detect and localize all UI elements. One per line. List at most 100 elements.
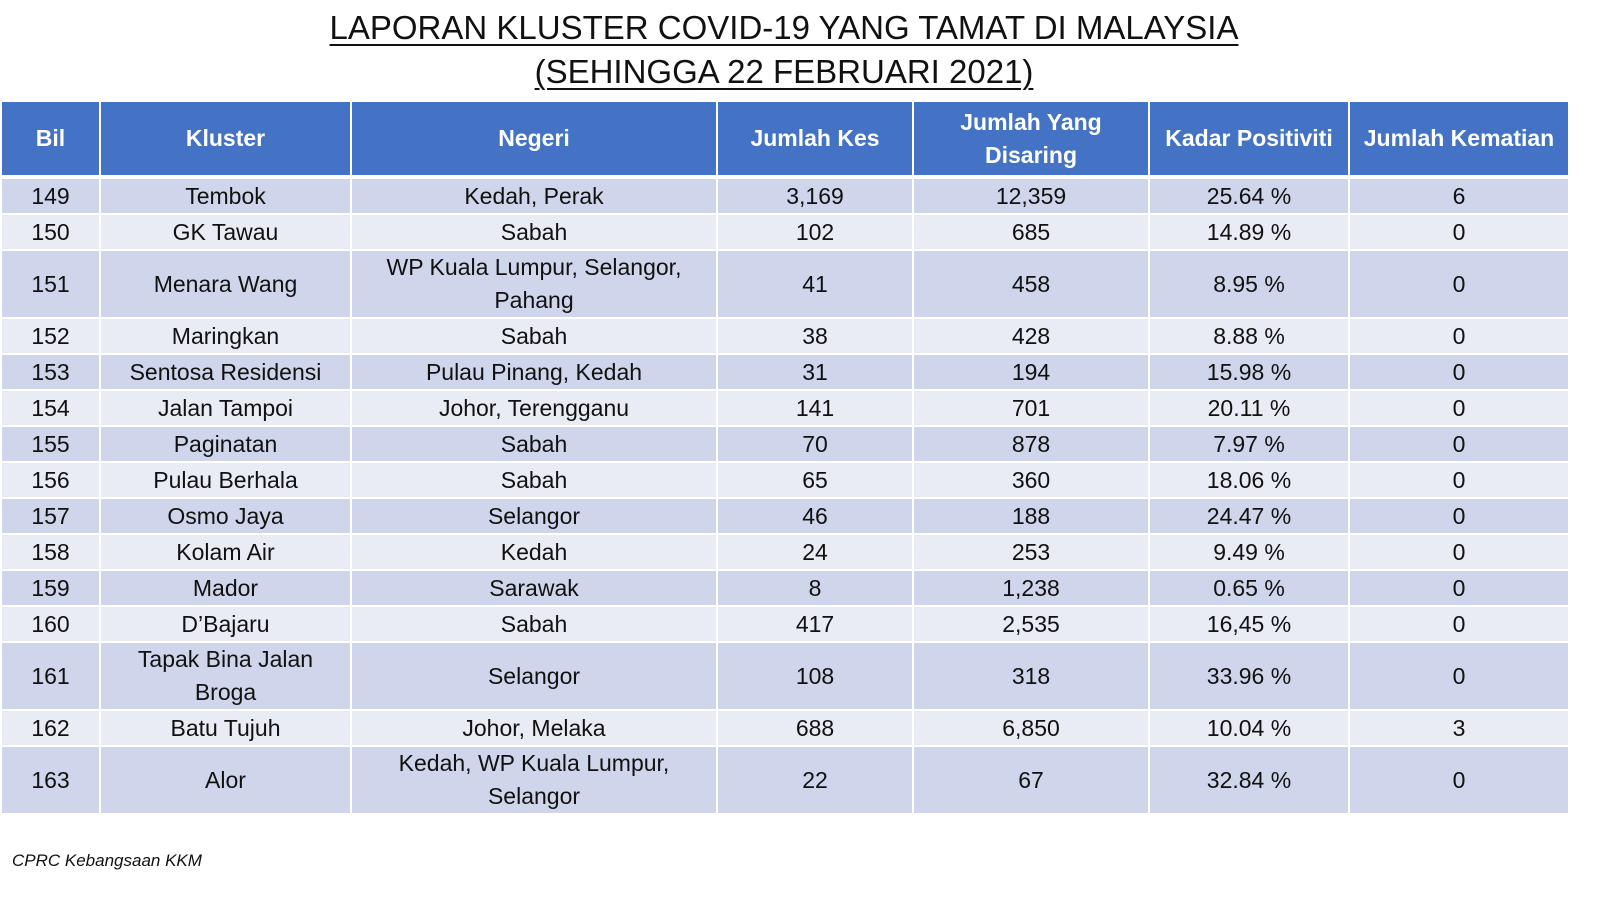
cell-jumlah-disaring: 360 [912,461,1150,499]
cell-bil: 162 [0,709,101,747]
cell-jumlah-disaring: 878 [912,425,1150,463]
cell-kadar-positiviti: 7.97 % [1148,425,1350,463]
cluster-table: Bil Kluster Negeri Jumlah Kes Jumlah Yan… [0,100,1570,815]
cell-bil: 159 [0,569,101,607]
cell-jumlah-kematian: 6 [1348,176,1570,215]
cell-jumlah-kes: 688 [716,709,914,747]
cell-jumlah-disaring: 188 [912,497,1150,535]
cell-jumlah-kes: 70 [716,425,914,463]
cell-jumlah-kematian: 0 [1348,461,1570,499]
cell-kluster: Menara Wang [99,249,352,319]
cell-kadar-positiviti: 15.98 % [1148,353,1350,391]
cell-jumlah-disaring: 1,238 [912,569,1150,607]
header-jumlah-disaring: Jumlah Yang Disaring [912,100,1150,179]
cell-jumlah-kes: 22 [716,745,914,815]
table-row: 156 Pulau Berhala Sabah 65 360 18.06 % 0 [0,461,1570,499]
cell-kluster: Batu Tujuh [99,709,352,747]
cell-jumlah-disaring: 318 [912,641,1150,711]
table-row: 151 Menara Wang WP Kuala Lumpur, Selango… [0,249,1570,319]
cell-jumlah-disaring: 458 [912,249,1150,319]
cell-negeri: Kedah, Perak [350,176,718,215]
table-row: 160 D’Bajaru Sabah 417 2,535 16,45 % 0 [0,605,1570,643]
cell-jumlah-kes: 31 [716,353,914,391]
cell-kluster: Alor [99,745,352,815]
cell-kluster: Pulau Berhala [99,461,352,499]
cell-kadar-positiviti: 24.47 % [1148,497,1350,535]
cell-jumlah-kematian: 0 [1348,605,1570,643]
table-row: 150 GK Tawau Sabah 102 685 14.89 % 0 [0,213,1570,251]
cell-jumlah-kematian: 0 [1348,497,1570,535]
cell-kluster: Tembok [99,176,352,215]
cell-bil: 161 [0,641,101,711]
cell-bil: 163 [0,745,101,815]
cell-bil: 152 [0,317,101,355]
cell-kluster: Tapak Bina Jalan Broga [99,641,352,711]
cell-bil: 154 [0,389,101,427]
table-row: 158 Kolam Air Kedah 24 253 9.49 % 0 [0,533,1570,571]
cell-jumlah-disaring: 194 [912,353,1150,391]
table-row: 163 Alor Kedah, WP Kuala Lumpur, Selango… [0,745,1570,815]
table-row: 153 Sentosa Residensi Pulau Pinang, Keda… [0,353,1570,391]
header-kluster: Kluster [99,100,352,179]
cell-bil: 151 [0,249,101,319]
cell-bil: 149 [0,176,101,215]
cell-jumlah-kes: 41 [716,249,914,319]
cell-negeri: Sarawak [350,569,718,607]
table-row: 152 Maringkan Sabah 38 428 8.88 % 0 [0,317,1570,355]
cell-kluster: Maringkan [99,317,352,355]
cell-negeri: Sabah [350,605,718,643]
cell-negeri: WP Kuala Lumpur, Selangor, Pahang [350,249,718,319]
cell-kluster: GK Tawau [99,213,352,251]
header-jumlah-kes: Jumlah Kes [716,100,914,179]
cell-kluster: Osmo Jaya [99,497,352,535]
table-row: 154 Jalan Tampoi Johor, Terengganu 141 7… [0,389,1570,427]
cell-jumlah-kematian: 0 [1348,745,1570,815]
cell-jumlah-kematian: 0 [1348,389,1570,427]
title-line-2: (SEHINGGA 22 FEBRUARI 2021) [534,53,1034,90]
cell-negeri: Selangor [350,497,718,535]
cell-kadar-positiviti: 33.96 % [1148,641,1350,711]
cell-jumlah-kematian: 0 [1348,353,1570,391]
cell-jumlah-disaring: 701 [912,389,1150,427]
cell-kadar-positiviti: 14.89 % [1148,213,1350,251]
cell-jumlah-disaring: 67 [912,745,1150,815]
table-row: 149 Tembok Kedah, Perak 3,169 12,359 25.… [0,176,1570,215]
cell-jumlah-kematian: 0 [1348,249,1570,319]
header-bil: Bil [0,100,101,179]
cell-bil: 160 [0,605,101,643]
cell-jumlah-disaring: 685 [912,213,1150,251]
cell-jumlah-kematian: 0 [1348,213,1570,251]
cell-negeri: Sabah [350,317,718,355]
cell-kadar-positiviti: 16,45 % [1148,605,1350,643]
cell-bil: 156 [0,461,101,499]
cell-jumlah-kes: 108 [716,641,914,711]
table-row: 155 Paginatan Sabah 70 878 7.97 % 0 [0,425,1570,463]
cell-negeri: Pulau Pinang, Kedah [350,353,718,391]
report-title: LAPORAN KLUSTER COVID-19 YANG TAMAT DI M… [0,6,1568,94]
cell-kluster: Paginatan [99,425,352,463]
cell-negeri: Johor, Melaka [350,709,718,747]
cell-kadar-positiviti: 9.49 % [1148,533,1350,571]
table-row: 162 Batu Tujuh Johor, Melaka 688 6,850 1… [0,709,1570,747]
cell-jumlah-disaring: 6,850 [912,709,1150,747]
cell-jumlah-kes: 24 [716,533,914,571]
cell-jumlah-kes: 8 [716,569,914,607]
cell-kluster: Kolam Air [99,533,352,571]
header-negeri: Negeri [350,100,718,179]
cell-kluster: D’Bajaru [99,605,352,643]
cell-jumlah-disaring: 428 [912,317,1150,355]
cell-jumlah-kes: 141 [716,389,914,427]
cell-jumlah-kematian: 0 [1348,425,1570,463]
table-header-row: Bil Kluster Negeri Jumlah Kes Jumlah Yan… [0,100,1570,179]
table-row: 159 Mador Sarawak 8 1,238 0.65 % 0 [0,569,1570,607]
cell-jumlah-kes: 38 [716,317,914,355]
cell-kluster: Sentosa Residensi [99,353,352,391]
cell-bil: 158 [0,533,101,571]
cell-negeri: Selangor [350,641,718,711]
header-jumlah-kematian: Jumlah Kematian [1348,100,1570,179]
header-kadar-positiviti: Kadar Positiviti [1148,100,1350,179]
table-row: 157 Osmo Jaya Selangor 46 188 24.47 % 0 [0,497,1570,535]
cell-kadar-positiviti: 10.04 % [1148,709,1350,747]
cell-bil: 157 [0,497,101,535]
cell-jumlah-kes: 46 [716,497,914,535]
